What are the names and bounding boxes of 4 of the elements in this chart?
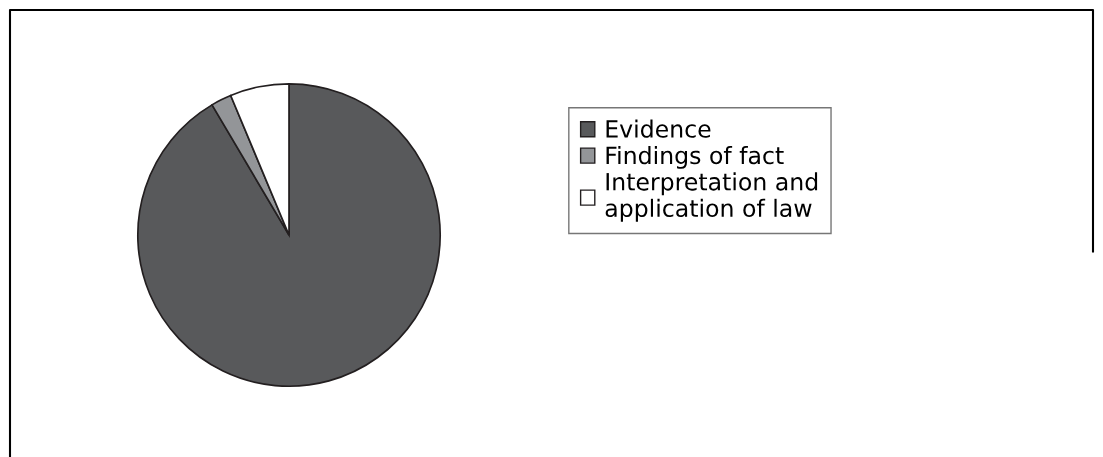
- legend-label: Interpretation and application of law: [605, 172, 818, 222]
- legend-label: Evidence: [606, 119, 711, 138]
- legend-label: Findings of fact: [606, 145, 784, 169]
- pie-slice: [136, 82, 442, 388]
